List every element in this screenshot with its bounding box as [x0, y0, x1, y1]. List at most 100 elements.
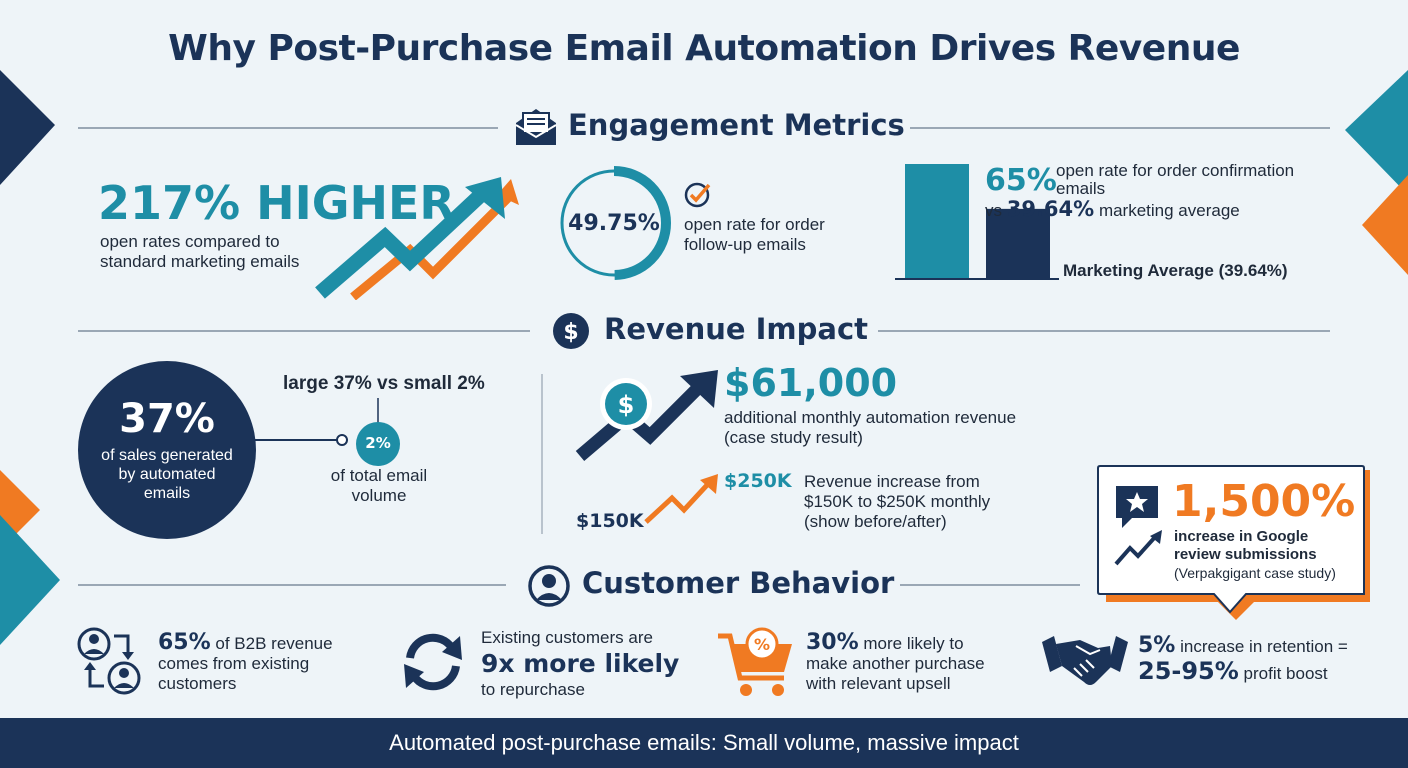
bar-order-confirmation — [905, 164, 969, 279]
repurchase-line3: to repurchase — [481, 680, 585, 699]
cart-icon: % — [718, 627, 792, 696]
higher-desc-line2: standard marketing emails — [100, 252, 300, 271]
vs-prefix: vs — [985, 201, 1002, 220]
divider — [78, 127, 498, 129]
compare-label: large 37% vs small 2% — [283, 373, 485, 394]
right-teal-diamond — [1345, 70, 1408, 195]
vs-value: 39.64% — [1006, 197, 1095, 221]
b2b-stat: 65% of B2B revenue comes from existing c… — [158, 630, 333, 694]
envelope-icon — [515, 109, 557, 145]
b2b-value: 65% — [158, 630, 211, 655]
star-icon — [1114, 486, 1162, 566]
retention-rest1: increase in retention = — [1175, 637, 1348, 656]
reviews-value: 1,500% — [1172, 476, 1356, 527]
sales-circle — [78, 361, 256, 539]
review-callout-frame — [1097, 465, 1370, 620]
open-rate-ring — [557, 166, 671, 280]
monthly-revenue-description: additional monthly automation revenue (c… — [724, 408, 1016, 448]
retention-line2: 25-95% profit boost — [1138, 659, 1348, 684]
svg-text:$: $ — [563, 320, 578, 345]
ring-description: open rate for order follow-up emails — [684, 215, 825, 255]
section-title-revenue: Revenue Impact — [604, 312, 869, 346]
bar-marketing-average — [986, 208, 1050, 279]
vertical-divider — [541, 374, 543, 534]
reviews-description: increase in Google review submissions (V… — [1174, 528, 1336, 582]
repurchase-line1: Existing customers are — [481, 628, 653, 647]
b2b-line2: comes from existing — [158, 654, 310, 673]
monthly-desc-line1: additional monthly automation revenue — [724, 408, 1017, 427]
bars-desc-line1: open rate for order confirmation — [1056, 161, 1295, 180]
divider — [78, 584, 506, 586]
divider — [910, 127, 1330, 129]
reviews-desc-line1: increase in Google — [1174, 528, 1309, 545]
bars-description: open rate for order confirmation emails — [1056, 162, 1294, 198]
small-description: of total email volume — [310, 466, 448, 506]
retention-rest2: profit boost — [1238, 664, 1328, 683]
footer-banner: Automated post-purchase emails: Small vo… — [0, 718, 1408, 768]
divider — [900, 584, 1080, 586]
sales-circle-value: 37% — [119, 396, 215, 442]
monthly-revenue-value: $61,000 — [724, 361, 898, 405]
customers-exchange-icon — [77, 627, 141, 695]
page-title: Why Post-Purchase Email Automation Drive… — [168, 28, 1240, 69]
ring-value: 49.75% — [568, 211, 660, 236]
reviews-desc-line2: review submissions — [1174, 546, 1317, 563]
svg-text:$: $ — [618, 391, 635, 419]
growth-desc-line1: Revenue increase from — [804, 472, 980, 491]
divider — [878, 330, 1330, 332]
upsell-line1: 30% more likely to — [806, 630, 985, 655]
upsell-value: 30% — [806, 630, 859, 655]
small-desc-line1: of total email — [330, 466, 428, 485]
growth-from: $150K — [576, 510, 644, 532]
left-navy-diamond — [0, 70, 55, 185]
b2b-line3: customers — [158, 674, 237, 693]
higher-desc-line1: open rates compared to — [100, 232, 280, 251]
sales-circle-text: of sales generated by automated emails — [78, 446, 256, 503]
small-badge-value: 2% — [365, 434, 391, 452]
small-desc-line2: volume — [351, 486, 407, 505]
left-teal-diamond — [0, 515, 60, 645]
growth-desc-line3: (show before/after) — [804, 512, 947, 531]
bars-axis-label: Marketing Average (39.64%) — [1063, 261, 1288, 280]
section-title-behavior: Customer Behavior — [582, 566, 895, 600]
small-badge — [356, 422, 400, 466]
right-orange-diamond — [1362, 175, 1408, 275]
repurchase-stat: Existing customers are 9x more likely to… — [481, 628, 679, 700]
ring-progress-arc — [557, 166, 671, 280]
refresh-icon — [404, 633, 462, 691]
growth-to: $250K — [724, 470, 792, 492]
connector-lines — [255, 398, 379, 446]
cart-badge-glyph: % — [754, 635, 770, 654]
sales-circle-line3: emails — [143, 485, 191, 502]
upsell-stat: 30% more likely to make another purchase… — [806, 630, 985, 694]
person-icon — [528, 565, 570, 607]
b2b-rest1: of B2B revenue — [210, 634, 333, 653]
higher-description: open rates compared to standard marketin… — [100, 232, 299, 272]
growth-trend-icon — [644, 474, 718, 524]
reviews-desc-line3: (Verpakgigant case study) — [1174, 565, 1336, 581]
trend-up-arrow-icon — [315, 177, 519, 300]
ring-desc-line2: follow-up emails — [684, 235, 806, 254]
retention-profit-value: 25-95% — [1138, 657, 1239, 685]
upsell-line3: with relevant upsell — [806, 674, 951, 693]
ring-desc-line1: open rate for order — [684, 215, 825, 234]
growth-desc-line2: $150K to $250K monthly — [804, 492, 991, 511]
growth-arrow-icon: $ — [575, 370, 718, 461]
higher-headline: 217% HIGHER — [98, 176, 455, 230]
retention-value: 5% — [1138, 633, 1176, 658]
sales-circle-line1: of sales generated — [101, 447, 233, 464]
upsell-rest1: more likely to — [858, 634, 964, 653]
monthly-desc-line2: (case study result) — [724, 428, 863, 447]
upsell-line2: make another purchase — [806, 654, 985, 673]
bars-vs-line: vs 39.64% marketing average — [985, 199, 1240, 221]
bars-pct: 65% — [985, 163, 1057, 198]
repurchase-big: 9x more likely — [481, 649, 680, 678]
b2b-line1: 65% of B2B revenue — [158, 630, 333, 655]
open-rate-bar-chart — [895, 164, 1059, 280]
vs-suffix: marketing average — [1098, 201, 1240, 220]
check-icon — [684, 182, 711, 208]
growth-description: Revenue increase from $150K to $250K mon… — [804, 472, 990, 532]
retention-line1: 5% increase in retention = — [1138, 633, 1348, 658]
divider — [78, 330, 530, 332]
